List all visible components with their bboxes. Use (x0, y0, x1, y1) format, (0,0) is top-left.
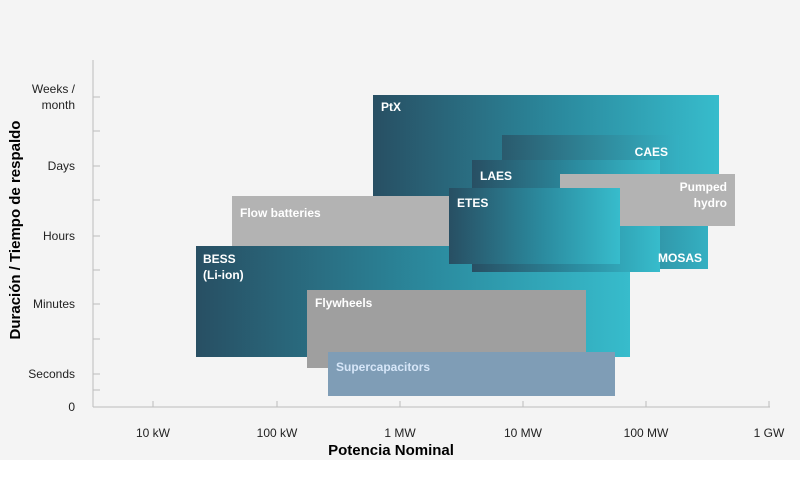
x-tick-label: 100 MW (624, 426, 669, 440)
label-flow-batteries: Flow batteries (240, 206, 321, 220)
y-axis-title: Duración / Tiempo de respaldo (7, 121, 24, 340)
x-tick-label: 1 MW (384, 426, 416, 440)
x-tick-label: 10 MW (504, 426, 543, 440)
energy-storage-chart: 0 Seconds Minutes Hours Days Weeks / month 10 k… (7, 60, 785, 459)
x-tick-label: 1 GW (754, 426, 785, 440)
label-mosas: MOSAS (658, 251, 702, 265)
y-tick-label: Hours (43, 229, 75, 243)
chart-axes (92, 60, 770, 408)
x-tick-label: 100 kW (257, 426, 298, 440)
y-tick-label: Weeks / month (32, 82, 76, 112)
label-bess-li-ion: BESS (Li-ion) (203, 252, 244, 282)
y-tick-label: 0 (68, 400, 75, 414)
label-flywheels: Flywheels (315, 296, 373, 310)
chart-labels: 0 Seconds Minutes Hours Days Weeks / month 10 k… (7, 82, 785, 459)
bar-supercapacitors (328, 352, 615, 396)
bar-etes (449, 188, 620, 264)
label-pumped-hydro: Pumped hydro (680, 180, 727, 210)
y-tick-label: Days (48, 159, 75, 173)
y-tick-label: Seconds (28, 367, 75, 381)
y-tick-label: Minutes (33, 297, 75, 311)
label-etes: ETES (457, 196, 488, 210)
label-laes: LAES (480, 169, 512, 183)
label-caes: CAES (635, 145, 668, 159)
label-ptx: PtX (381, 100, 401, 114)
label-supercapacitors: Supercapacitors (336, 360, 430, 374)
x-tick-label: 10 kW (136, 426, 171, 440)
chart-bars (196, 95, 735, 396)
x-axis-title: Potencia Nominal (328, 442, 454, 459)
